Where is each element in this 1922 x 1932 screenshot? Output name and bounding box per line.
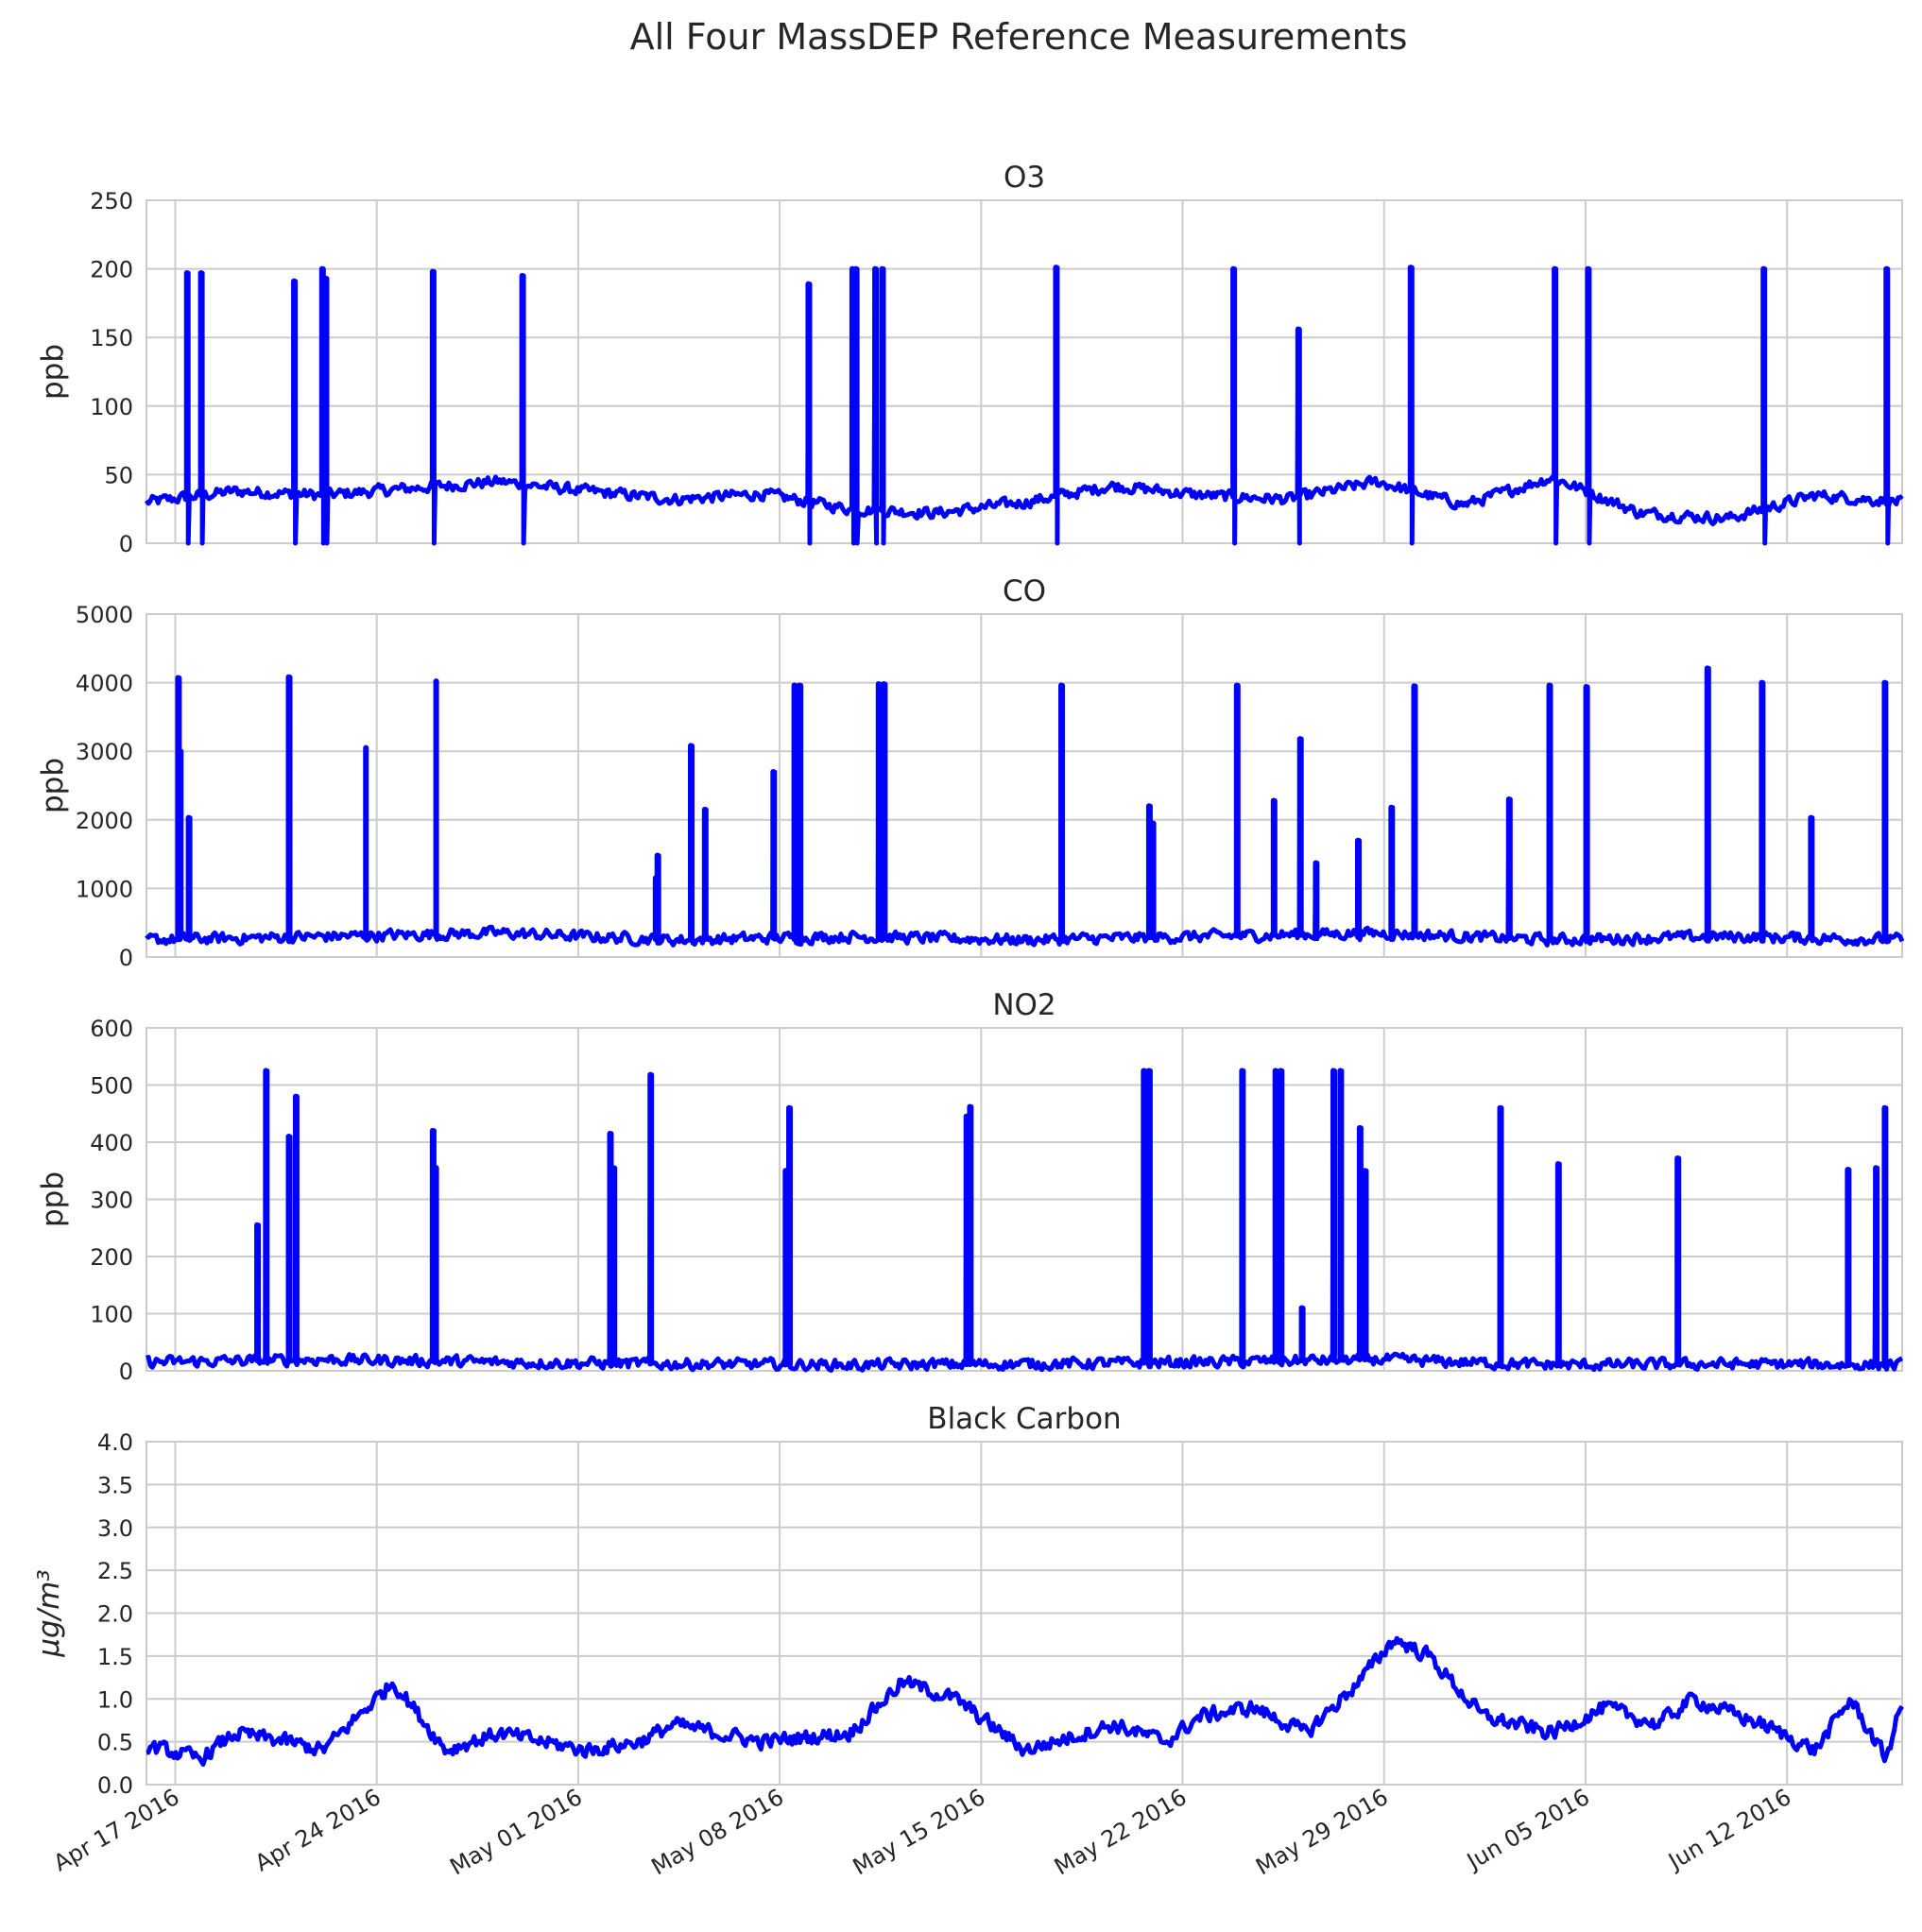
y-axis-label: ppb <box>36 344 70 400</box>
y-tick-label: 0.5 <box>97 1730 133 1756</box>
y-tick-label: 1000 <box>76 876 133 902</box>
y-tick-label: 100 <box>90 394 133 420</box>
series-line <box>145 1068 1904 1373</box>
y-tick-label: 2000 <box>76 808 133 834</box>
x-tick-label: Jun 05 2016 <box>1461 1784 1594 1875</box>
panel-0: 0 50 100 150 200 250 O3 ppb <box>36 161 1904 557</box>
panel-title: Black Carbon <box>927 1402 1121 1436</box>
y-tick-label: 2.0 <box>97 1601 133 1628</box>
y-tick-label: 3000 <box>76 739 133 765</box>
panel-title: CO <box>1003 574 1046 608</box>
y-tick-label: 500 <box>90 1073 133 1100</box>
y-tick-label: 1.5 <box>97 1644 133 1670</box>
x-tick-label: May 01 2016 <box>445 1784 587 1880</box>
y-tick-label: 4000 <box>76 671 133 697</box>
x-tick-label: May 15 2016 <box>849 1784 990 1880</box>
y-axis-label: μg/m³ <box>32 1569 66 1657</box>
axes-frame <box>146 1441 1903 1786</box>
y-tick-label: 600 <box>90 1016 133 1042</box>
y-tick-label: 5000 <box>76 602 133 628</box>
y-tick-label: 0.0 <box>97 1772 133 1799</box>
figure-title: All Four MassDEP Reference Measurements <box>630 16 1408 58</box>
x-tick-label: May 29 2016 <box>1251 1784 1393 1880</box>
x-tick-label: Jun 12 2016 <box>1662 1784 1795 1875</box>
y-tick-label: 200 <box>90 257 133 283</box>
panel-2: 0 100 200 300 400 500 600 NO2 ppb <box>36 988 1904 1385</box>
y-tick-label: 0 <box>119 531 133 557</box>
y-tick-label: 3.0 <box>97 1515 133 1542</box>
axes-frame <box>146 1027 1903 1372</box>
panel-3: 0.0 0.5 1.0 1.5 2.0 2.5 3.0 3.5 4.0 Black Carbon μ… <box>32 1402 1904 1880</box>
panel-title: NO2 <box>992 988 1055 1022</box>
y-tick-label: 200 <box>90 1244 133 1271</box>
y-tick-label: 1.0 <box>97 1686 133 1713</box>
y-tick-label: 400 <box>90 1130 133 1156</box>
axes-frame <box>146 199 1903 544</box>
series-line <box>146 1635 1904 1767</box>
y-axis-label: ppb <box>36 758 70 813</box>
x-tick-label: May 08 2016 <box>647 1784 789 1880</box>
y-tick-label: 100 <box>90 1302 133 1328</box>
series-line <box>144 265 1904 546</box>
y-tick-label: 2.5 <box>97 1558 133 1584</box>
series-line <box>145 665 1905 948</box>
panel-1: 0 1000 2000 3000 4000 5000 CO ppb <box>36 574 1905 971</box>
x-tick-label: Apr 24 2016 <box>250 1784 386 1876</box>
y-tick-label: 3.5 <box>97 1472 133 1498</box>
y-axis-label: ppb <box>36 1171 70 1227</box>
y-tick-label: 150 <box>90 325 133 351</box>
axes-frame <box>146 613 1903 958</box>
y-tick-label: 0 <box>119 1359 133 1385</box>
x-tick-label: May 22 2016 <box>1050 1784 1192 1880</box>
panel-title: O3 <box>1004 161 1045 195</box>
y-tick-label: 50 <box>104 462 133 488</box>
y-tick-label: 4.0 <box>97 1429 133 1456</box>
y-tick-label: 250 <box>90 188 133 214</box>
y-tick-label: 300 <box>90 1188 133 1214</box>
y-tick-label: 0 <box>119 945 133 971</box>
